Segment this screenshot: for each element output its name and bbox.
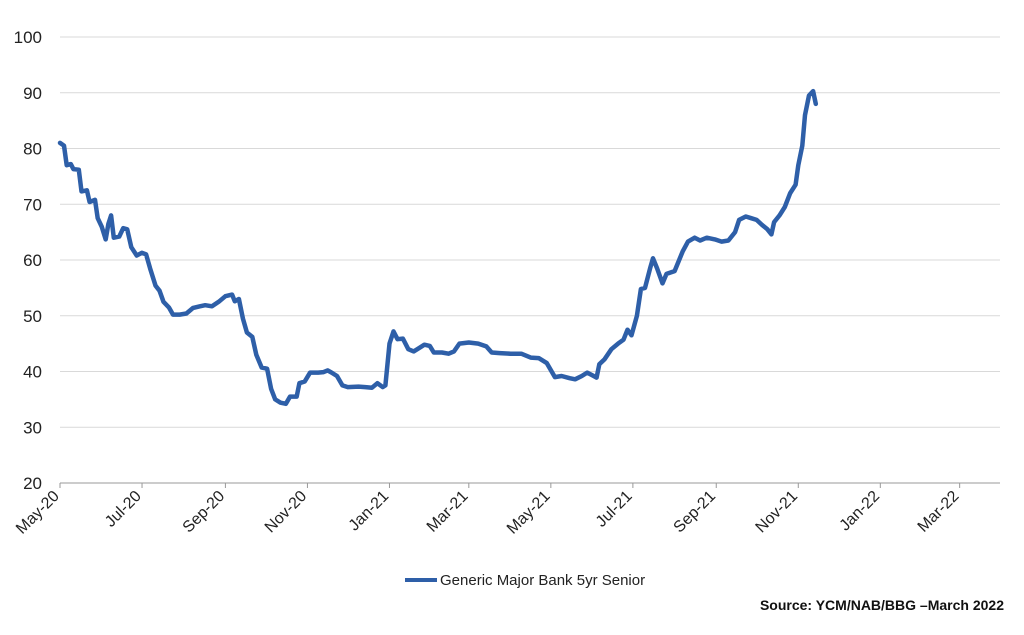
x-tick-label: Sep-20 — [180, 488, 229, 537]
y-axis-ticks: 20 30 40 50 60 70 80 90 100 — [14, 28, 42, 493]
y-tick-label: 50 — [23, 307, 42, 326]
y-tick-label: 90 — [23, 84, 42, 103]
source-note: Source: YCM/NAB/BBG –March 2022 — [760, 597, 1004, 613]
y-tick-label: 30 — [23, 418, 42, 437]
x-tick-label: Mar-21 — [424, 488, 472, 536]
y-tick-label: 20 — [23, 474, 42, 493]
x-tick-label: Jan-21 — [346, 488, 393, 535]
y-tick-label: 40 — [23, 363, 42, 382]
x-tick-label: Jul-21 — [593, 488, 636, 531]
x-axis-ticks: May-20 Jul-20 Sep-20 Nov-20 Jan-21 Mar-21 May-… — [13, 483, 963, 538]
y-tick-label: 100 — [14, 28, 42, 47]
y-tick-label: 80 — [23, 140, 42, 159]
legend: Generic Major Bank 5yr Senior — [405, 572, 645, 589]
series-group — [57, 88, 819, 407]
x-tick-label: May-20 — [13, 488, 63, 538]
x-tick-label: Nov-21 — [753, 488, 802, 537]
x-tick-label: Jul-20 — [102, 488, 145, 531]
series-line — [57, 88, 819, 407]
legend-label: Generic Major Bank 5yr Senior — [440, 572, 645, 589]
x-tick-label: May-21 — [504, 488, 554, 538]
y-tick-label: 60 — [23, 251, 42, 270]
gridlines — [60, 36, 1000, 428]
x-tick-label: Nov-20 — [262, 488, 311, 537]
x-tick-label: Mar-22 — [915, 488, 963, 536]
x-tick-label: Jan-22 — [837, 488, 884, 535]
x-tick-label: Sep-21 — [671, 488, 720, 537]
y-tick-label: 70 — [23, 195, 42, 214]
